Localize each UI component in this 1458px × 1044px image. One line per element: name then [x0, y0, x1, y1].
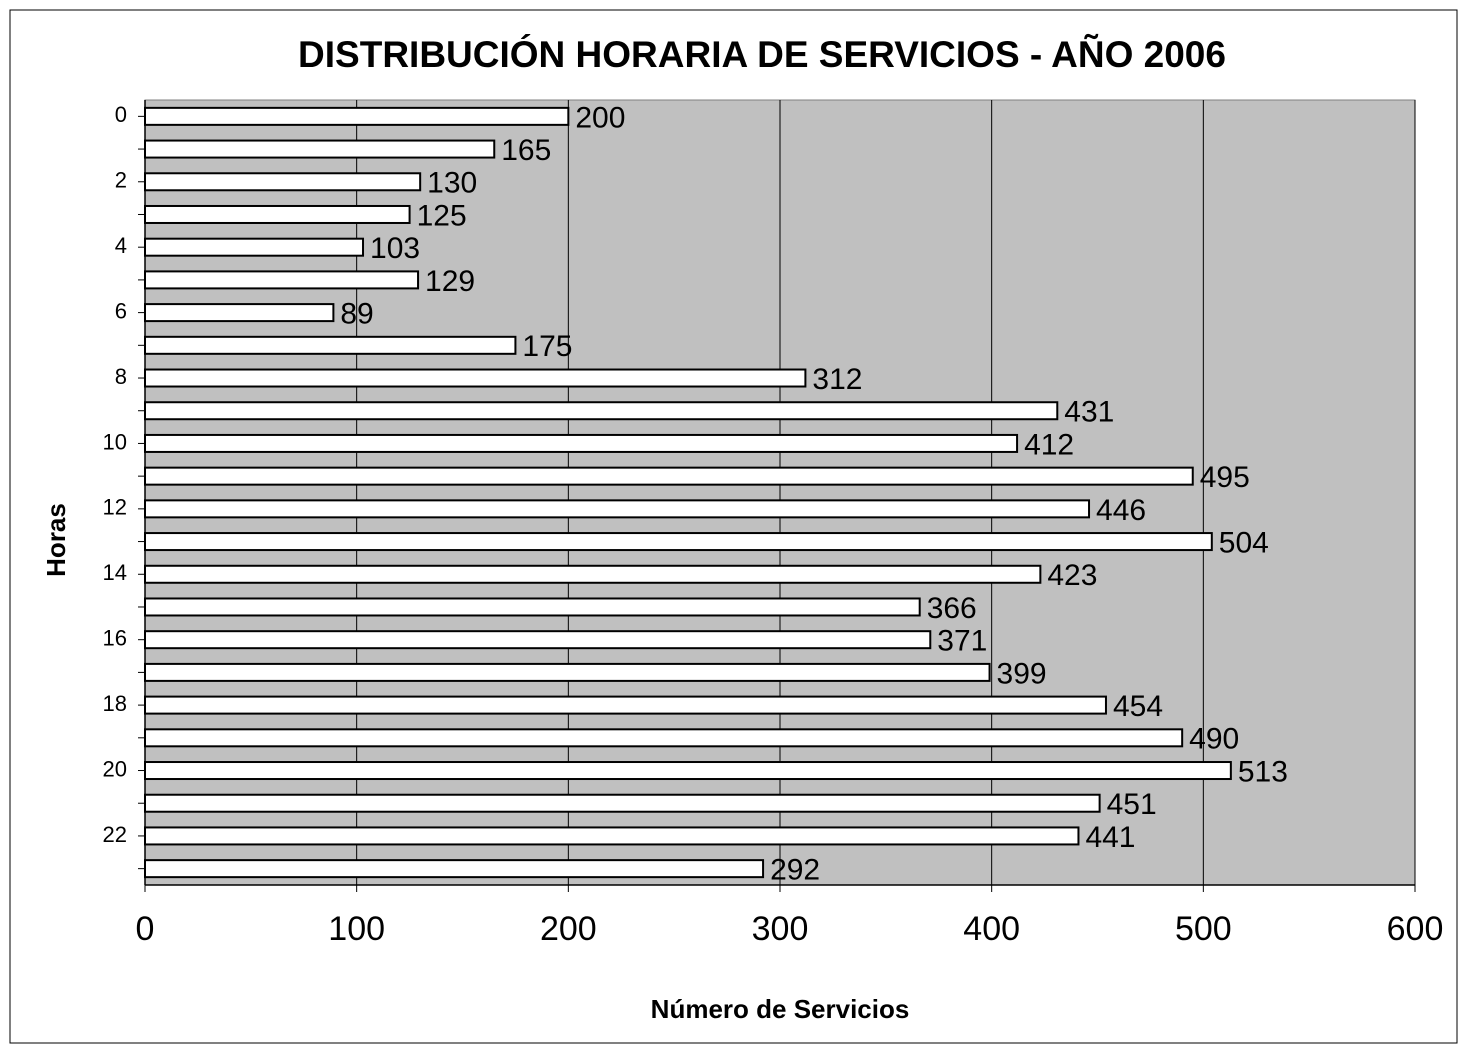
y-tick-label: 14 [103, 560, 127, 585]
bar [144, 335, 517, 355]
x-tick-label: 600 [1387, 910, 1444, 948]
x-tick-label: 400 [963, 910, 1020, 948]
x-tick-label: 0 [136, 910, 155, 948]
bar [144, 368, 807, 388]
data-label: 504 [1219, 526, 1269, 559]
y-tick-label: 12 [103, 495, 127, 520]
bar [144, 499, 1091, 519]
data-label: 292 [770, 854, 820, 887]
x-tick-label: 500 [1175, 910, 1232, 948]
y-tick-label: 22 [103, 822, 127, 847]
data-label: 431 [1064, 396, 1114, 429]
bar [144, 433, 1019, 453]
bar [144, 237, 365, 257]
data-label: 312 [812, 363, 862, 396]
data-label: 490 [1189, 723, 1239, 756]
y-tick-label: 0 [115, 102, 127, 127]
data-label: 399 [997, 657, 1047, 690]
bar [144, 597, 921, 617]
y-tick-label: 20 [103, 756, 127, 781]
y-tick-label: 4 [115, 233, 127, 258]
bar [144, 303, 335, 323]
bar [144, 761, 1232, 781]
y-tick-label: 8 [115, 364, 127, 389]
bar [144, 630, 932, 650]
data-label: 441 [1085, 821, 1135, 854]
chart-title: DISTRIBUCIÓN HORARIA DE SERVICIOS - AÑO … [298, 33, 1226, 75]
data-label: 200 [575, 101, 625, 134]
data-label: 125 [417, 199, 467, 232]
data-label: 89 [340, 298, 373, 331]
x-tick-label: 300 [752, 910, 809, 948]
data-label: 165 [501, 134, 551, 167]
data-label: 446 [1096, 494, 1146, 527]
data-label: 130 [427, 167, 477, 200]
y-tick-label: 6 [115, 298, 127, 323]
data-label: 175 [522, 330, 572, 363]
bar [144, 793, 1101, 813]
x-tick-label: 100 [328, 910, 385, 948]
bar [144, 826, 1080, 846]
data-label: 371 [937, 625, 987, 658]
bar [144, 728, 1184, 748]
bar [144, 532, 1213, 552]
bar [144, 564, 1042, 584]
y-tick-label: 16 [103, 626, 127, 651]
x-axis-label: Número de Servicios [651, 994, 910, 1024]
bar [144, 204, 411, 224]
data-label: 423 [1047, 559, 1097, 592]
y-tick-label: 2 [115, 168, 127, 193]
data-label: 412 [1024, 428, 1074, 461]
data-label: 454 [1113, 690, 1163, 723]
bar [144, 695, 1107, 715]
data-label: 129 [425, 265, 475, 298]
data-label: 495 [1200, 461, 1250, 494]
y-axis-label: Horas [41, 503, 71, 577]
data-label: 366 [927, 592, 977, 625]
bar [144, 662, 991, 682]
bar [144, 139, 496, 159]
y-tick-label: 10 [103, 429, 127, 454]
x-tick-label: 200 [540, 910, 597, 948]
bar [144, 859, 765, 879]
y-tick-label: 18 [103, 691, 127, 716]
bar [144, 172, 422, 192]
bar [144, 270, 420, 290]
data-label: 103 [370, 232, 420, 265]
bar [144, 106, 570, 126]
bar [144, 466, 1194, 486]
data-label: 513 [1238, 755, 1288, 788]
data-label: 451 [1107, 788, 1157, 821]
bar [144, 401, 1059, 421]
